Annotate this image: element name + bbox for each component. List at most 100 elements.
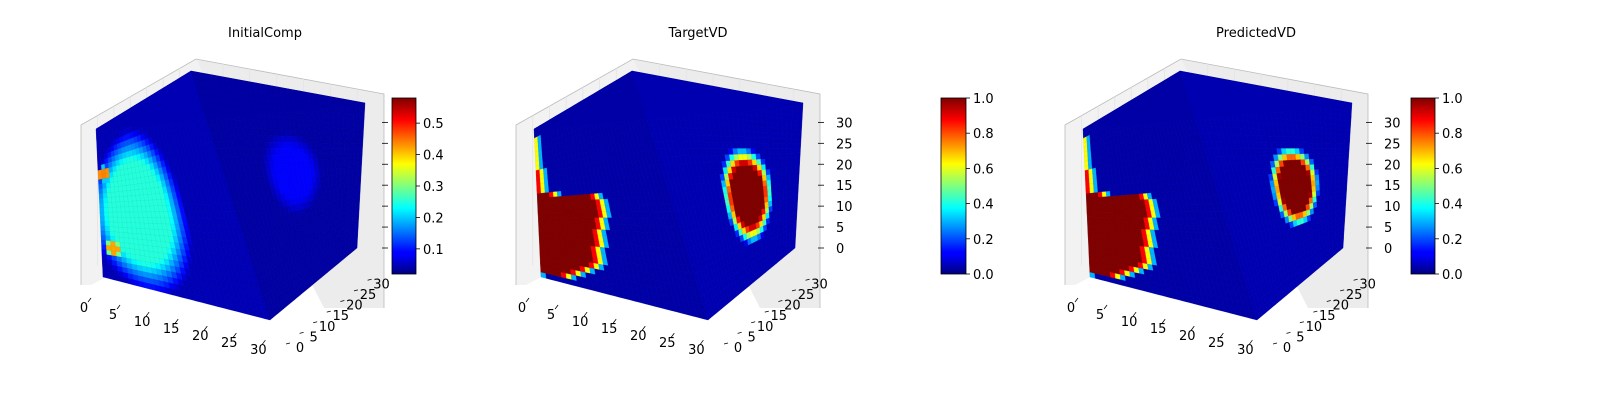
heatmap-cell [773,163,779,170]
y-axis-tick [353,289,359,292]
z-tick-label: 20 [836,158,853,173]
x-tick-label: 25 [221,336,238,351]
heatmap-cell [343,123,349,130]
heatmap-cell [561,232,567,239]
y-axis-tick [340,300,345,302]
heatmap-cell [538,216,543,222]
x-tick-label: 5 [1096,308,1104,323]
heatmap-cell [790,162,796,168]
heatmap-cell [766,174,771,181]
heatmap-cell [786,152,792,159]
heatmap-cell [328,127,335,134]
heatmap-cell [791,138,797,144]
heatmap-cell [348,119,354,125]
heatmap-cell [782,172,788,179]
heatmap-cell [357,157,363,163]
heatmap-cell [326,163,332,170]
heatmap-cell [561,237,568,244]
x-axis-tick [203,325,208,331]
heatmap-cell [764,148,770,154]
heatmap-cell [747,125,754,132]
heatmap-cell [343,133,349,139]
heatmap-cell [773,148,779,154]
heatmap-cell [769,158,775,165]
heatmap-cell [757,126,764,133]
heatmap-cell [317,159,323,166]
heatmap-cell [323,126,330,133]
heatmap-cell [353,152,358,158]
heatmap-cell [324,132,330,139]
colorbar-tick-label: 1.0 [973,92,994,107]
heatmap-cell [782,133,788,139]
heatmap-cell [100,221,106,227]
heatmap-cell [554,211,561,218]
heatmap-cell [765,169,771,176]
heatmap-cell [772,137,778,144]
heatmap-cell [334,148,340,154]
heatmap-cell [777,133,783,139]
heatmap-cell [760,153,766,160]
heatmap-cell [778,167,783,174]
heatmap-cell [110,240,116,247]
heatmap-cell [764,158,770,165]
x-axis-tick [554,304,559,310]
heatmap-cell [767,122,773,128]
heatmap-cell [555,216,561,223]
heatmap-cell [356,166,362,172]
heatmap-cell [760,158,766,165]
z-tick-label: 5 [1384,221,1392,236]
heatmap-cell [329,132,335,139]
heatmap-cell [791,133,797,140]
heatmap-cell [103,197,108,203]
heatmap-cell [769,168,775,175]
heatmap-cell [338,128,345,134]
heatmap-cell [353,143,359,149]
x-tick-label: 30 [250,343,267,358]
z-tick-label: 30 [1384,116,1401,131]
heatmap-cell [358,129,364,135]
heatmap-cell [547,221,553,228]
heatmap-cell [548,181,553,188]
y-tick-label: 5 [309,330,317,345]
heatmap-cell [781,128,788,135]
heatmap-cell [786,124,793,130]
x-tick-label: 20 [1179,329,1196,344]
heatmap-cell [339,158,345,164]
heatmap-cell [343,148,349,154]
heatmap-cell [767,184,772,192]
heatmap-cell [116,206,122,213]
heatmap-cell [339,148,345,154]
x-tick-label: 25 [1208,336,1225,351]
heatmap-cell [348,143,354,149]
heatmap-cell [348,148,354,154]
heatmap-cell [774,173,779,180]
heatmap-cell [313,120,320,127]
heatmap-cell [795,143,801,149]
heatmap-cell [331,168,337,175]
heatmap-cell [768,137,774,144]
heatmap-cell [791,157,796,163]
colorbar-tick-label: 0.1 [423,243,444,258]
x-axis-tick [174,318,179,324]
heatmap-cell [758,180,764,188]
heatmap-cell [356,170,362,177]
heatmap-cell [353,124,359,130]
heatmap-cell [344,167,349,174]
heatmap-cell [353,129,359,135]
x-tick-label: 25 [659,336,676,351]
heatmap-cell [791,148,797,154]
heatmap-cell [553,241,559,248]
heatmap-cell [334,143,340,149]
heatmap-cell [754,142,760,149]
x-tick-label: 30 [688,343,705,358]
heatmap-cell [340,172,345,179]
heatmap-cell [121,217,127,223]
heatmap-cell [114,231,120,238]
heatmap-cell [107,197,112,203]
heatmap-cell [328,179,333,187]
heatmap-cell [331,173,337,181]
axes-pane-edge [80,58,385,308]
heatmap-cell [548,191,554,198]
heatmap-cell [123,232,129,239]
